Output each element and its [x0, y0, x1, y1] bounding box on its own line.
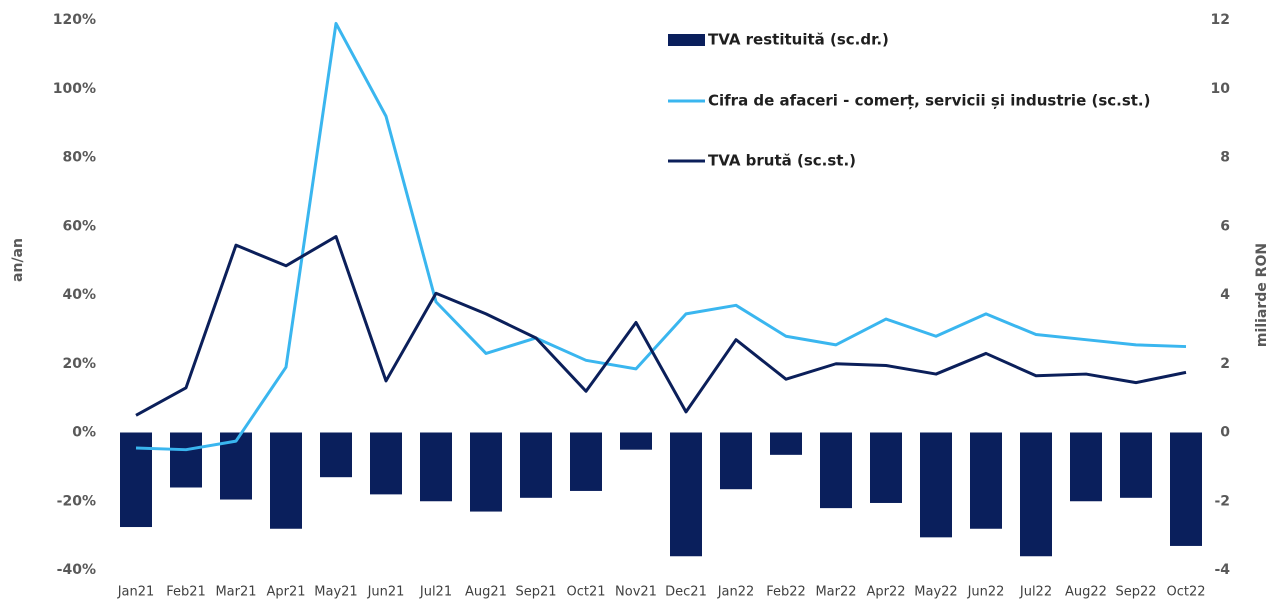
y2-tick-label: 8	[1220, 150, 1230, 166]
y-tick-label: 80%	[62, 150, 96, 166]
y2-tick-label: 4	[1220, 287, 1230, 303]
x-tick-label: Oct22	[1166, 585, 1205, 600]
x-tick-label: Aug22	[1065, 585, 1107, 600]
y-tick-label: -40%	[57, 562, 96, 578]
bar	[670, 432, 702, 557]
legend-label: Cifra de afaceri - comerț, servicii și i…	[708, 92, 1151, 110]
bar	[420, 432, 452, 502]
bar	[370, 432, 402, 495]
legend-label: TVA restituită (sc.dr.)	[708, 31, 889, 49]
bar	[120, 432, 152, 528]
y2-axis-label: miliarde RON	[1254, 243, 1270, 347]
x-tick-label: Aug21	[465, 585, 507, 600]
bar	[1120, 432, 1152, 498]
x-tick-label: Sep21	[515, 585, 556, 600]
x-tick-label: Feb22	[766, 585, 806, 600]
line	[135, 235, 1187, 417]
bar	[570, 432, 602, 491]
y-tick-label: 100%	[53, 81, 96, 97]
y-tick-label: 40%	[62, 287, 96, 303]
x-tick-label: Dec21	[665, 585, 707, 600]
y-tick-label: 120%	[53, 12, 96, 28]
x-tick-label: Jun22	[967, 585, 1005, 600]
x-tick-label: May22	[914, 585, 957, 600]
x-tick-label: Apr21	[266, 585, 305, 600]
x-tick-label: Mar21	[215, 585, 256, 600]
legend-label: TVA brută (sc.st.)	[708, 152, 856, 170]
bar	[920, 432, 952, 538]
bar	[970, 432, 1002, 529]
line	[135, 21, 1187, 452]
bar	[870, 432, 902, 503]
x-tick-label: Apr22	[866, 585, 905, 600]
x-tick-label: Sep22	[1115, 585, 1156, 600]
y2-tick-label: 12	[1211, 12, 1230, 28]
legend-swatch	[668, 34, 705, 46]
y2-tick-label: 6	[1220, 218, 1230, 234]
y2-tick-label: 2	[1220, 356, 1230, 372]
bar	[720, 432, 752, 490]
x-tick-label: Nov21	[615, 585, 657, 600]
x-tick-label: Jan22	[717, 585, 755, 600]
y2-tick-label: -4	[1214, 562, 1230, 578]
x-tick-label: Jun21	[367, 585, 405, 600]
x-tick-label: Feb21	[166, 585, 206, 600]
y-tick-label: 0%	[72, 425, 96, 441]
y2-tick-label: 0	[1220, 425, 1230, 441]
bar	[270, 432, 302, 529]
y2-tick-label: -2	[1214, 493, 1230, 509]
bar	[1170, 432, 1202, 546]
bar	[1070, 432, 1102, 502]
bar	[770, 432, 802, 455]
x-tick-label: Jul21	[419, 585, 452, 600]
y2-tick-label: 10	[1211, 81, 1231, 97]
bar	[320, 432, 352, 478]
bar	[620, 432, 652, 450]
x-tick-label: May21	[314, 585, 357, 600]
x-tick-label: Jul22	[1019, 585, 1052, 600]
x-tick-label: Mar22	[815, 585, 856, 600]
x-tick-label: Oct21	[566, 585, 605, 600]
bar	[470, 432, 502, 512]
bar	[520, 432, 552, 498]
y-tick-label: 20%	[62, 356, 96, 372]
x-tick-label: Jan21	[117, 585, 155, 600]
bar	[820, 432, 852, 509]
bar	[1020, 432, 1052, 557]
bar	[170, 432, 202, 488]
y-tick-label: -20%	[57, 493, 96, 509]
y-axis-label: an/an	[10, 238, 26, 282]
y-tick-label: 60%	[62, 218, 96, 234]
